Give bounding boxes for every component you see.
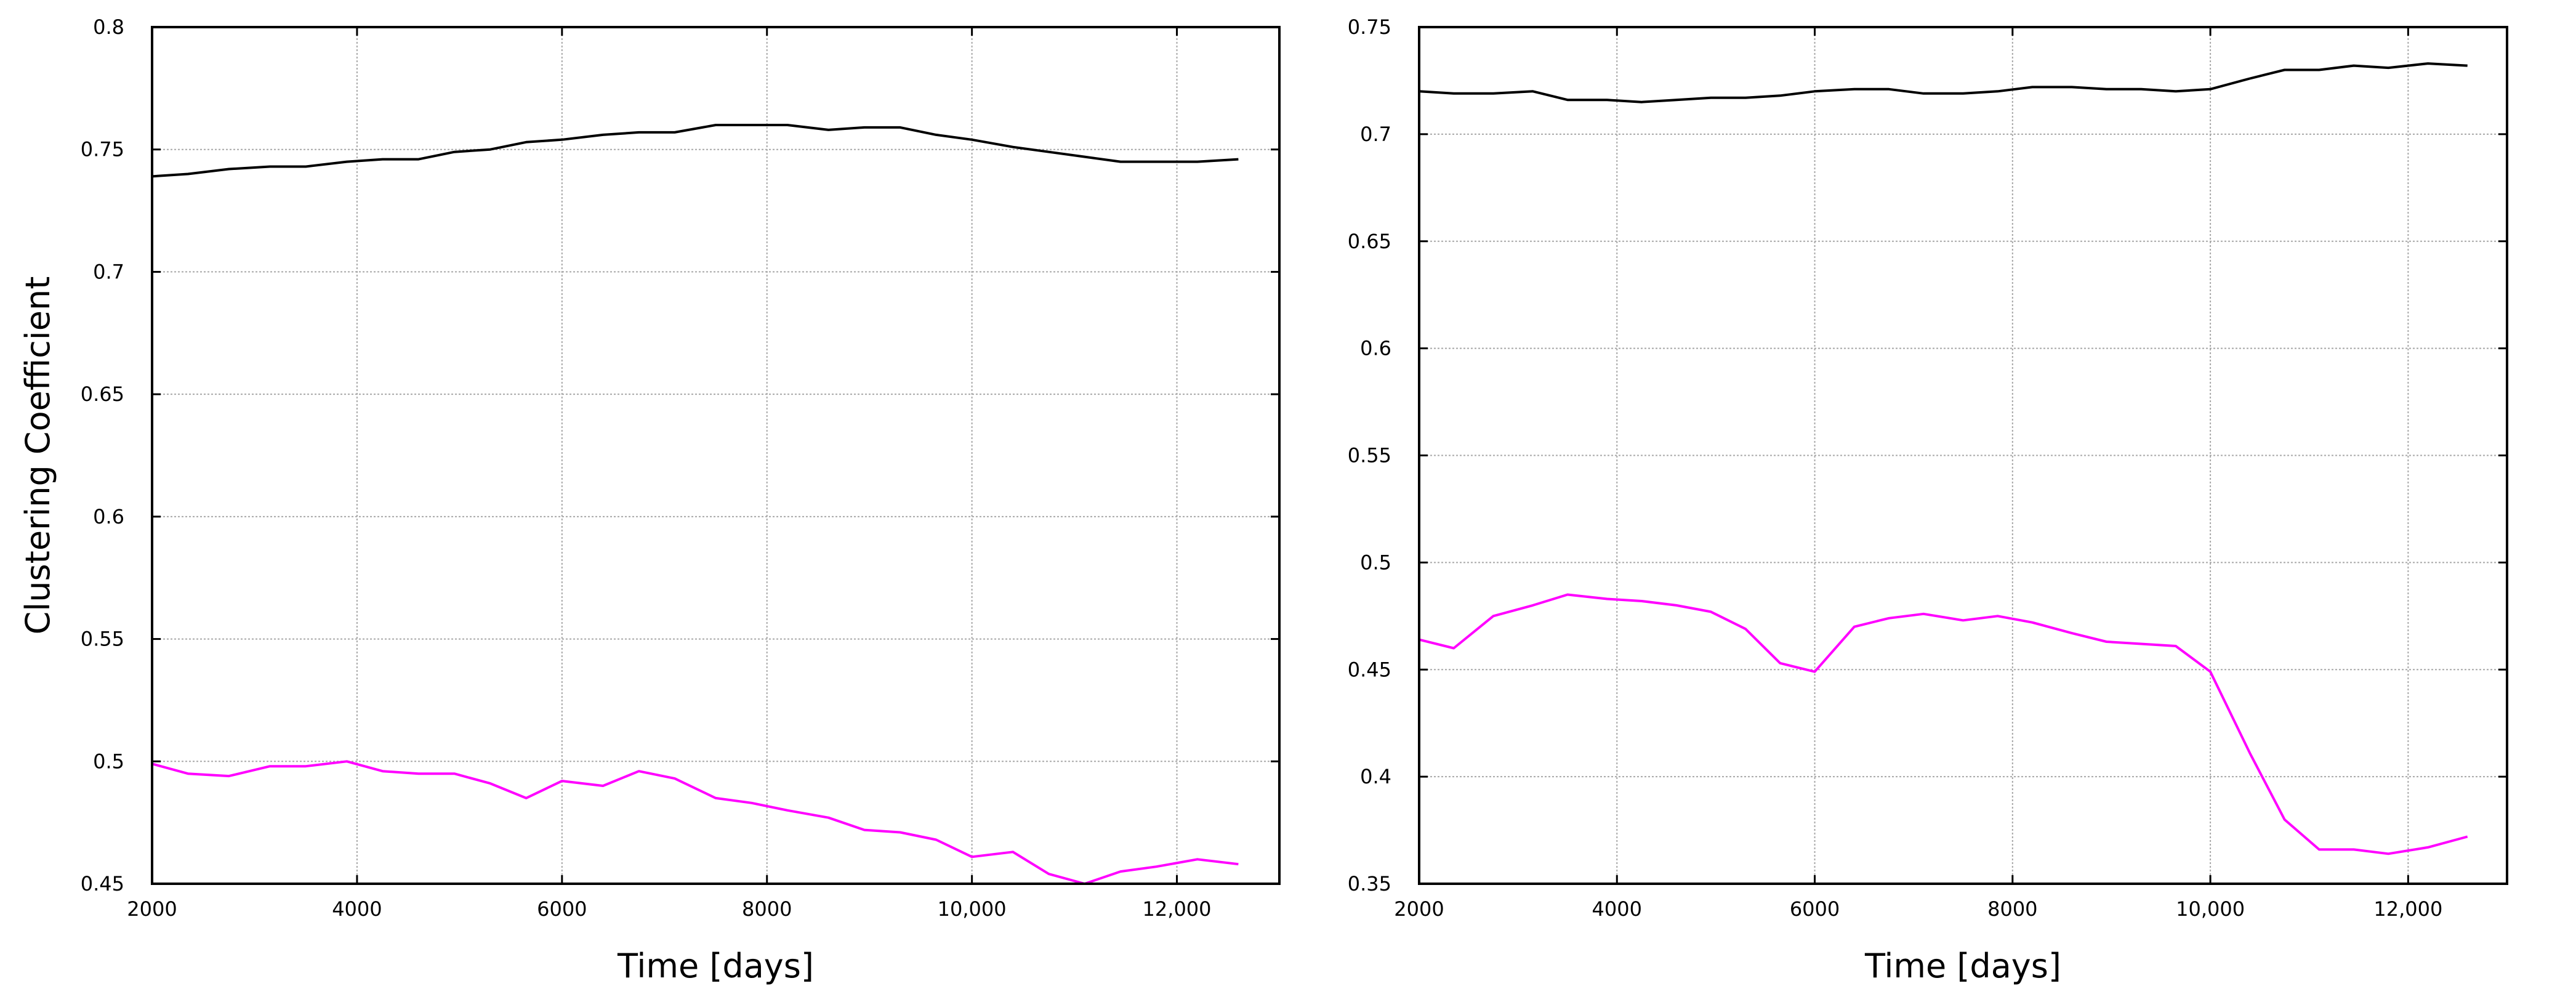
right-x-tick-label: 8000 (1987, 897, 2037, 921)
left-series-line-2 (151, 760, 1239, 885)
right-series-line-2 (1419, 593, 2468, 855)
right-y-tick-label: 0.4 (1360, 765, 1391, 788)
right-y-tick-label: 0.35 (1348, 872, 1391, 895)
left-series-line-1 (151, 124, 1239, 178)
left-y-tick-label: 0.7 (93, 260, 124, 283)
left-y-tick-label: 0.45 (81, 872, 124, 895)
right-y-tick-label: 0.65 (1348, 230, 1391, 253)
right-x-tick-label: 2000 (1394, 897, 1444, 921)
left-x-tick-label: 8000 (742, 897, 792, 921)
left-y-tick-label: 0.55 (81, 628, 124, 651)
left-y-tick-label: 0.6 (93, 505, 124, 528)
left-y-tick-label: 0.8 (93, 15, 124, 39)
right-y-tick-label: 0.7 (1360, 123, 1391, 146)
right-x-tick-label: 12,000 (2373, 897, 2442, 921)
left-x-axis-label: Time [days] (617, 947, 814, 985)
right-y-tick-label: 0.5 (1360, 551, 1391, 574)
right-y-tick-label: 0.55 (1348, 444, 1391, 467)
right-series-line-1 (1419, 62, 2468, 103)
left-y-axis-label: Clustering Coefficient (18, 277, 57, 635)
right-y-tick-label: 0.45 (1348, 658, 1391, 681)
right-y-tick-label: 0.6 (1360, 337, 1391, 360)
right-x-axis-label: Time [days] (1864, 947, 2061, 985)
left-chart-panel: 2000 4000 6000 8000 10,000 12,000 0.45 0.5 0.55 0… (18, 15, 1281, 985)
right-chart-panel: 2000 4000 6000 8000 10,000 12,000 0.35 0.4 0.45 0… (1348, 15, 2508, 985)
left-x-tick-label: 4000 (332, 897, 382, 921)
right-plot-frame (1418, 26, 2508, 885)
right-x-tick-label: 6000 (1790, 897, 1840, 921)
left-y-tick-label: 0.5 (93, 749, 124, 773)
left-x-tick-label: 10,000 (938, 897, 1007, 921)
left-plot-frame (151, 26, 1281, 885)
left-y-tick-label: 0.75 (81, 138, 124, 161)
right-y-tick-label: 0.75 (1348, 15, 1391, 39)
left-x-tick-label: 6000 (537, 897, 587, 921)
left-x-tick-label: 12,000 (1143, 897, 1212, 921)
right-x-tick-label: 4000 (1592, 897, 1642, 921)
left-y-tick-label: 0.65 (81, 382, 124, 406)
right-x-tick-label: 10,000 (2176, 897, 2245, 921)
left-x-tick-label: 2000 (127, 897, 177, 921)
